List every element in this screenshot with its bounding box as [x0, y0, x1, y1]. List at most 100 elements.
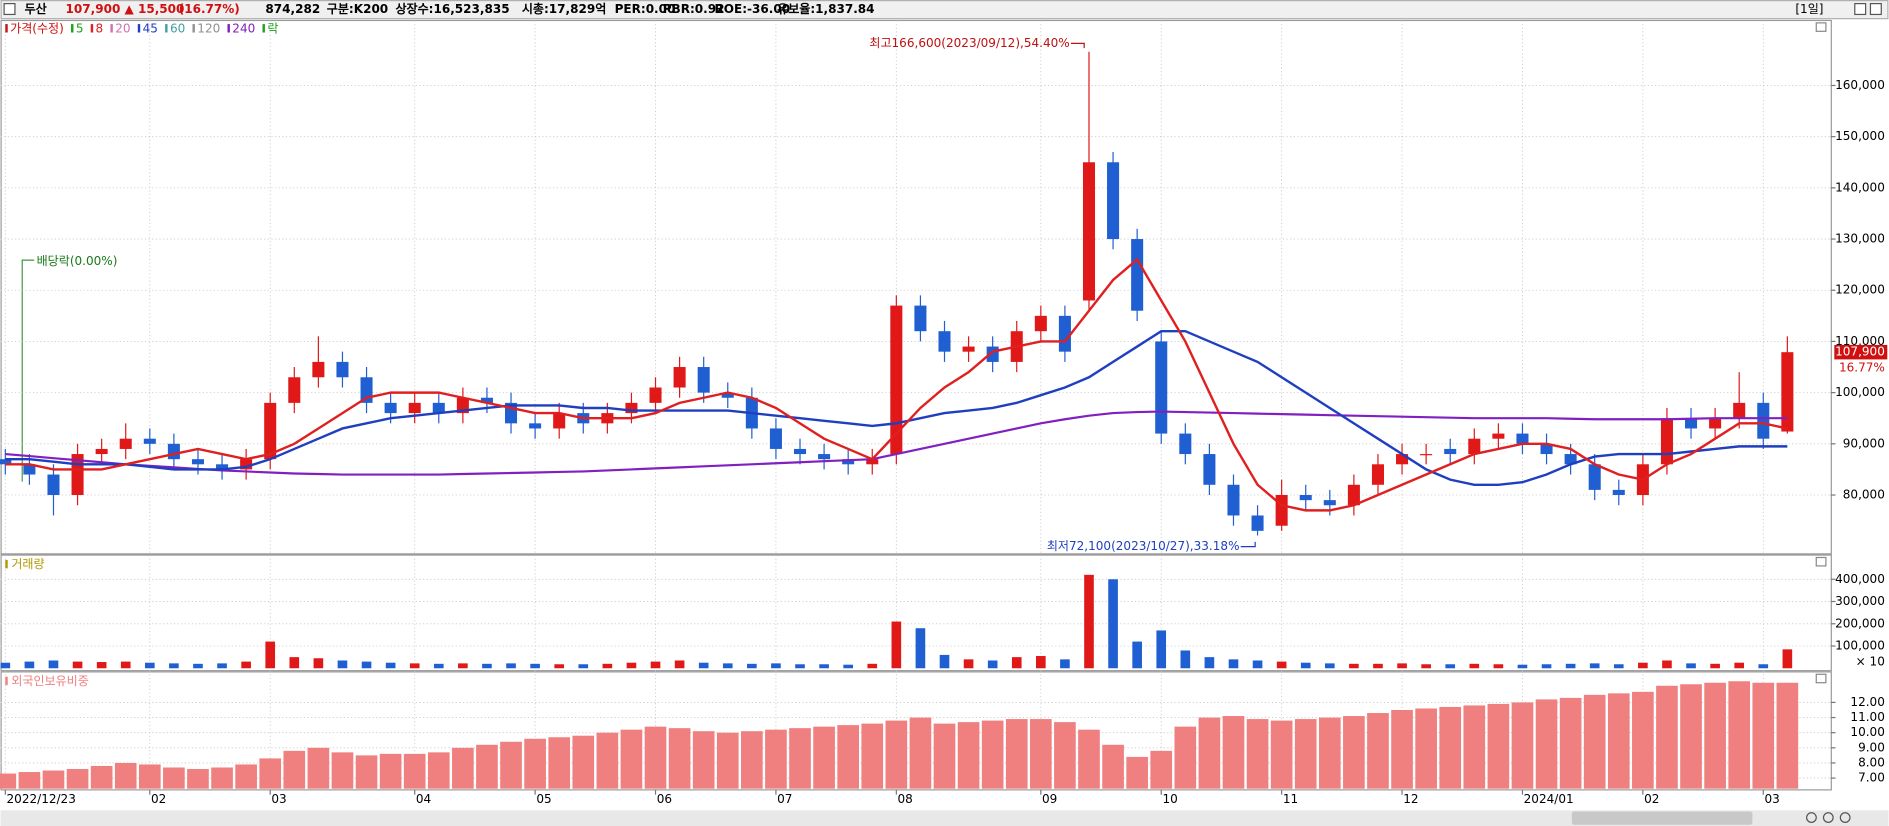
volume-bar: [1204, 657, 1215, 669]
foreign-bar: [1343, 716, 1365, 789]
legend-label: 240: [232, 21, 255, 35]
candle-body: [312, 361, 325, 378]
volume-bar: [1084, 574, 1094, 669]
volume-bar: [1710, 663, 1720, 669]
foreign-bar: [572, 735, 595, 789]
y-tick-label: 300,000: [1835, 594, 1885, 608]
legend-swatch: [110, 24, 113, 33]
candle-body: [143, 438, 156, 444]
legend-swatch: [192, 24, 195, 33]
volume-bar: [578, 664, 589, 669]
candle-body: [1588, 464, 1601, 490]
candle-body: [1516, 433, 1529, 444]
header-item: PER:0.00: [615, 2, 676, 16]
volume-bar: [1541, 664, 1552, 669]
foreign-bar: [1078, 729, 1100, 789]
foreign-bar: [1752, 682, 1775, 789]
volume-bar: [241, 661, 251, 669]
y-tick-label: 130,000: [1835, 232, 1885, 246]
volume-bar: [819, 664, 829, 669]
legend-label: 20: [115, 21, 130, 35]
zoom-icon[interactable]: [1806, 812, 1817, 823]
candle-body: [1420, 454, 1433, 456]
scroll-thumb[interactable]: [1571, 811, 1753, 825]
foreign-bar: [187, 769, 209, 789]
y-tick-label: 120,000: [1835, 283, 1885, 297]
volume-bar: [1469, 663, 1480, 669]
x-tick-label: 02: [1644, 792, 1659, 806]
zoom-icon[interactable]: [1839, 812, 1851, 823]
moving-average: [5, 329, 1788, 486]
volume-bar: [1156, 630, 1167, 669]
volume-bar: [72, 661, 83, 669]
foreign-bar: [1415, 708, 1437, 789]
candle-body: [673, 367, 686, 388]
candle-body: [1082, 162, 1096, 301]
foreign-bar: [452, 747, 474, 789]
foreign-bar: [1391, 709, 1413, 789]
candle-body: [649, 387, 662, 403]
volume-bar: [506, 663, 516, 669]
x-tick-label: 06: [657, 792, 672, 806]
window-button[interactable]: [1869, 3, 1882, 16]
panel-button[interactable]: [1815, 22, 1827, 32]
candle-body: [1468, 438, 1481, 455]
x-tick-label: 12: [1403, 792, 1418, 806]
candle-body: [1781, 352, 1794, 432]
period-label: [1일]: [1795, 2, 1823, 16]
volume-bar: [963, 659, 974, 669]
header-item: PBR:0.92: [663, 2, 725, 16]
window-button[interactable]: [1854, 3, 1867, 16]
foreign-bar: [1246, 719, 1269, 789]
plot-layer: 두산 107,900 ▲ 15,500(16.77%) 874,282 구분:K200 상…: [0, 1, 1888, 806]
panel-button[interactable]: [1815, 673, 1827, 684]
y-tick-label: 12.00: [1850, 695, 1884, 709]
foreign-bar: [813, 726, 835, 789]
price-tag: [1834, 344, 1888, 360]
x-tick-label: 03: [1764, 792, 1779, 806]
candle-body: [866, 459, 879, 465]
volume-bar: [385, 662, 396, 669]
legend-label: 락: [267, 21, 278, 35]
volume-bar: [722, 663, 733, 669]
x-tick-label: 02: [151, 792, 166, 806]
volume-bar: [915, 628, 926, 669]
candle-body: [697, 367, 710, 393]
candle-body: [1612, 489, 1625, 496]
scrollbar[interactable]: [0, 810, 1889, 826]
foreign-bar: [1005, 719, 1028, 789]
header-item: 874,282: [265, 2, 320, 16]
volume-bar: [1349, 663, 1359, 669]
foreign-bar: [427, 752, 450, 789]
volume-bar: [1060, 659, 1070, 669]
header-item: 107,900: [66, 2, 121, 16]
y-tick-label: 100,000: [1835, 639, 1885, 653]
foreign-bar: [1607, 693, 1630, 789]
panel-title: 외국인보유비중: [11, 674, 88, 688]
volume-bar: [1228, 659, 1239, 669]
volume-bar: [361, 661, 372, 669]
foreign-bar: [741, 731, 763, 789]
candle-body: [769, 428, 782, 449]
dividend-annotation: 배당락(0.00%): [37, 254, 118, 268]
checkbox[interactable]: [3, 3, 16, 16]
foreign-bar: [957, 722, 980, 789]
volume-bar: [482, 663, 492, 669]
panel-button[interactable]: [1815, 556, 1827, 567]
candle-body: [95, 448, 108, 455]
candle-body: [914, 305, 927, 332]
candle-body: [1444, 448, 1457, 455]
candle-body: [1709, 418, 1722, 429]
foreign-bar: [283, 750, 306, 789]
candle-body: [408, 402, 421, 414]
candle-body: [1347, 484, 1360, 506]
zoom-icon[interactable]: [1822, 812, 1834, 823]
foreign-bar: [1487, 703, 1510, 789]
volume-bar: [1324, 663, 1335, 669]
foreign-bar: [66, 769, 89, 789]
candle-body: [842, 459, 855, 465]
y-tick-label: 100,000: [1835, 385, 1885, 399]
header-item: ▲ 15,500: [125, 2, 185, 16]
candle-body: [1299, 495, 1312, 501]
